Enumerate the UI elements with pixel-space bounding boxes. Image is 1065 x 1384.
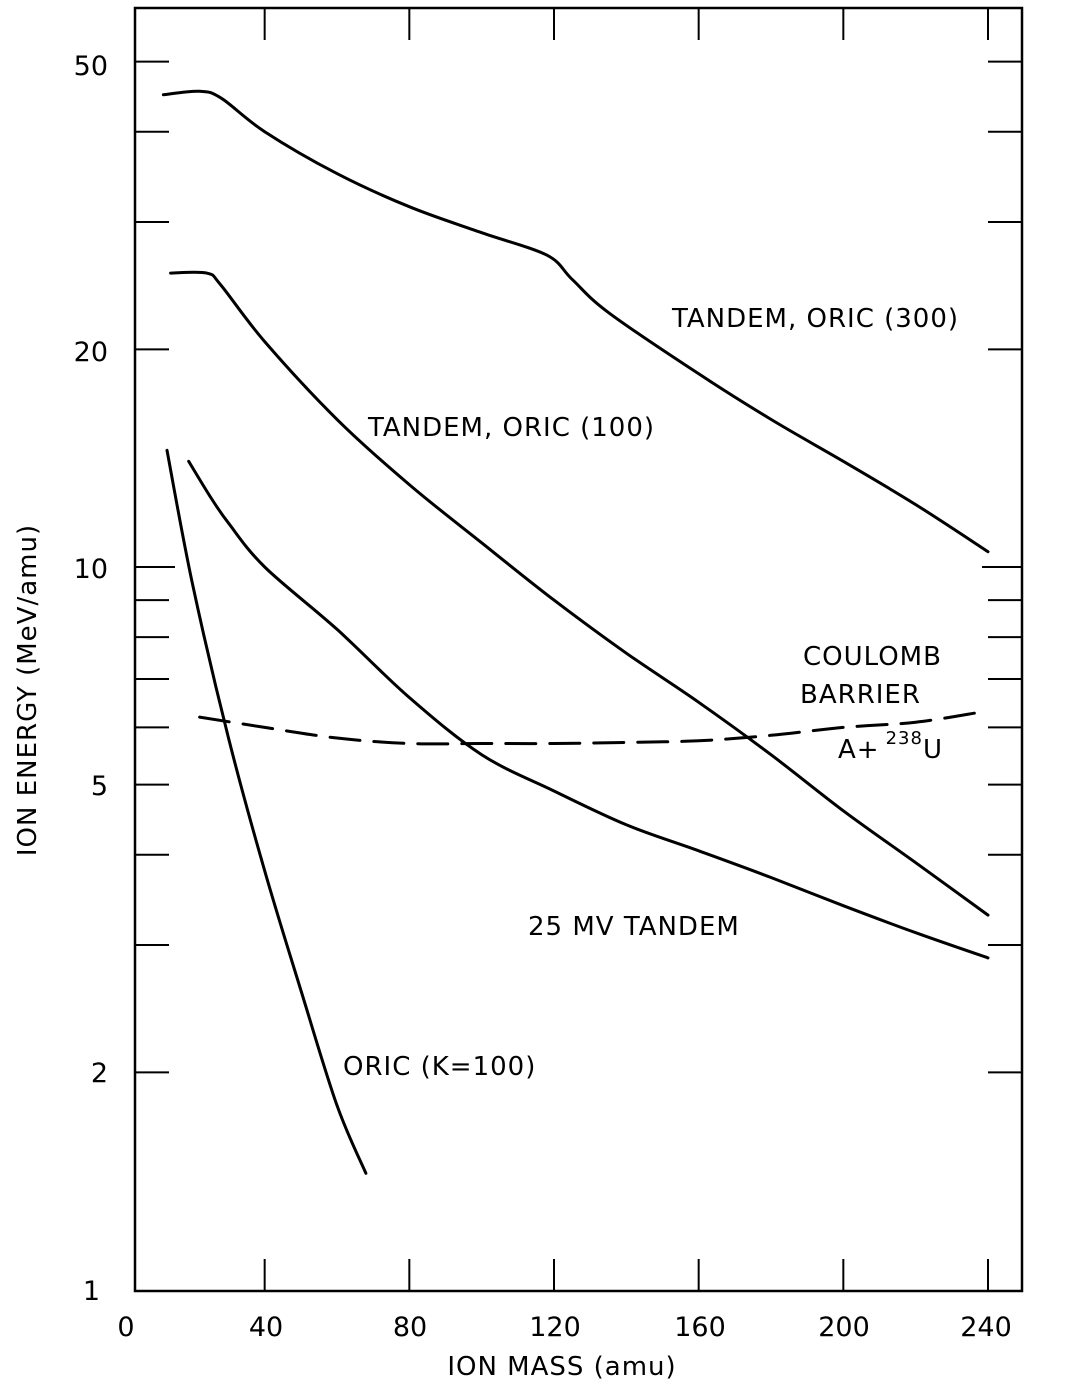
y-tick-label-20: 20: [74, 337, 108, 368]
label-oric-k100: ORIC (K=100): [343, 1052, 536, 1082]
x-tick-label-0: 0: [117, 1312, 134, 1343]
label-coulomb-formula: A+ 238U: [838, 728, 943, 765]
series-lines: [161, 89, 990, 1175]
y-tick-label-5: 5: [91, 771, 108, 802]
coulomb-formula-element: U: [923, 735, 943, 765]
x-tick-label-80: 80: [393, 1312, 427, 1343]
x-tick-label-160: 160: [674, 1312, 726, 1343]
y-tick-label-1: 1: [83, 1276, 100, 1307]
x-tick-label-240: 240: [960, 1312, 1012, 1343]
label-25mv-tandem: 25 MV TANDEM: [528, 912, 740, 942]
coulomb-formula-base: A+: [838, 735, 880, 765]
plot-frame: [133, 6, 1024, 1293]
y-axis-label: ION ENERGY (MeV/amu): [13, 524, 43, 856]
series-line-0: [161, 89, 990, 554]
x-tick-label-120: 120: [529, 1312, 581, 1343]
y-tick-label-2: 2: [91, 1058, 108, 1089]
series-line-2: [187, 459, 990, 960]
series-line-1: [169, 270, 990, 917]
y-tick-label-10: 10: [74, 554, 108, 585]
label-coulomb: COULOMB: [803, 642, 942, 672]
y-tick-label-50: 50: [74, 51, 108, 82]
tick-marks: [135, 8, 1022, 1291]
x-tick-label-200: 200: [818, 1312, 870, 1343]
coulomb-formula-mass: 238: [886, 728, 923, 749]
x-tick-label-40: 40: [249, 1312, 283, 1343]
label-tandem-oric-300: TANDEM, ORIC (300): [671, 304, 959, 334]
x-axis-label: ION MASS (amu): [447, 1352, 676, 1382]
label-barrier: BARRIER: [800, 680, 921, 710]
series-line-4: [198, 710, 983, 746]
label-tandem-oric-100: TANDEM, ORIC (100): [367, 413, 655, 443]
series-line-3: [165, 448, 368, 1175]
